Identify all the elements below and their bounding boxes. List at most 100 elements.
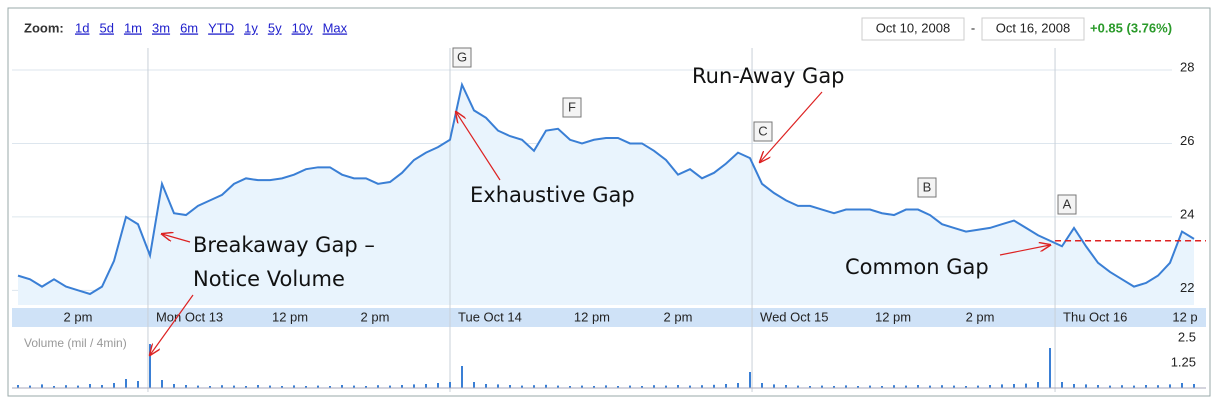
date-box[interactable] — [861, 17, 965, 41]
volume-bar — [305, 386, 307, 388]
event-flag[interactable] — [753, 121, 773, 142]
volume-bar — [773, 384, 775, 388]
volume-bar — [1049, 348, 1051, 388]
volume-bar — [401, 385, 403, 388]
volume-bar — [1073, 384, 1075, 388]
volume-bar — [1193, 384, 1195, 388]
volume-bar — [101, 385, 103, 388]
event-flag-label[interactable]: G — [457, 49, 467, 64]
x-tick-label: 12 pm — [574, 309, 610, 324]
zoom-link[interactable]: 5y — [268, 20, 282, 35]
zoom-link[interactable]: 6m — [180, 20, 198, 35]
event-flag[interactable] — [452, 47, 472, 68]
volume-bar — [149, 344, 151, 388]
volume-bar — [1085, 384, 1087, 388]
zoom-link[interactable]: 1d — [75, 20, 89, 35]
volume-bar — [605, 385, 607, 388]
volume-bar — [977, 385, 979, 388]
plot: 2 pm Mon Oct 13 12 pm 2 pm Tue Oct 14 12 pm 2 … — [12, 47, 1206, 392]
zoom-link[interactable]: Max — [323, 20, 348, 35]
zoom-link[interactable]: 10y — [292, 20, 313, 35]
volume-bar — [641, 386, 643, 388]
volume-bar — [29, 385, 31, 388]
volume-bar — [941, 385, 943, 388]
volume-bar — [989, 385, 991, 388]
volume-bar — [521, 385, 523, 388]
y-tick-label: 26 — [1180, 133, 1194, 148]
volume-bar — [665, 385, 667, 388]
volume-bar — [233, 385, 235, 388]
volume-tick-label: 2.5 — [1178, 329, 1196, 344]
zoom-link[interactable]: 1m — [124, 20, 142, 35]
volume-label: Volume (mil / 4min) — [24, 336, 127, 350]
volume-bar — [77, 385, 79, 388]
x-tick-label: 2 pm — [64, 309, 93, 324]
volume-bar — [617, 386, 619, 388]
volume-bar — [785, 385, 787, 388]
volume-bar — [1133, 385, 1135, 388]
volume-bar — [701, 385, 703, 388]
volume-bar — [677, 385, 679, 388]
price-area — [18, 84, 1194, 305]
volume-bar — [965, 386, 967, 388]
zoom-link[interactable]: 3m — [152, 20, 170, 35]
event-flag-label[interactable]: B — [923, 179, 932, 194]
volume-bar — [845, 385, 847, 388]
volume-bar — [881, 386, 883, 388]
volume-bar — [473, 382, 475, 388]
volume-bar — [185, 385, 187, 388]
annotation: Breakaway Gap – — [193, 233, 375, 257]
event-flag[interactable] — [917, 177, 937, 198]
zoom-link[interactable]: 5d — [99, 20, 113, 35]
volume-bar — [1001, 384, 1003, 388]
arrow — [999, 245, 1050, 256]
volume-bar — [1013, 384, 1015, 388]
volume-bar — [857, 386, 859, 388]
event-flag[interactable] — [562, 97, 582, 118]
volume-bar — [629, 385, 631, 388]
volume-bar — [41, 384, 43, 388]
volume-bar — [929, 385, 931, 388]
volume-bar — [797, 385, 799, 388]
price-line — [17, 81, 1195, 296]
volume-bar — [425, 384, 427, 388]
zoom-link[interactable]: 1y — [244, 20, 258, 35]
volume-bar — [725, 384, 727, 388]
event-flag[interactable] — [1057, 194, 1077, 215]
event-flag-label[interactable]: A — [1063, 196, 1072, 211]
volume-bar — [449, 382, 451, 388]
volume-bar — [329, 386, 331, 388]
date-box[interactable] — [981, 17, 1085, 41]
volume-bar — [461, 366, 463, 388]
y-tick-label: 22 — [1180, 280, 1194, 295]
volume-bar — [365, 386, 367, 388]
annotation: Common Gap — [845, 255, 989, 279]
volume-bar — [281, 386, 283, 388]
frame — [7, 7, 1211, 397]
volume-bar — [173, 384, 175, 388]
volume-bar — [497, 384, 499, 388]
event-flag-label[interactable]: C — [758, 123, 767, 138]
volume-bar — [437, 383, 439, 388]
volume-bar — [1157, 385, 1159, 388]
volume-bar — [293, 385, 295, 388]
x-tick-label: 12 pm — [875, 309, 911, 324]
volume-bar — [653, 385, 655, 388]
volume-bar — [809, 386, 811, 388]
x-tick-label: 12 p — [1172, 309, 1197, 324]
volume-bar — [137, 381, 139, 388]
arrow — [456, 112, 501, 181]
date-to[interactable]: Oct 16, 2008 — [996, 20, 1070, 35]
zoom-link[interactable]: YTD — [208, 20, 234, 35]
volume-bar — [53, 386, 55, 388]
volume-bar — [917, 385, 919, 388]
event-flag-label[interactable]: F — [568, 99, 576, 114]
date-from[interactable]: Oct 10, 2008 — [876, 20, 950, 35]
volume-bar — [545, 384, 547, 388]
volume-bar — [89, 384, 91, 388]
volume-bar — [689, 385, 691, 388]
volume-bar — [509, 385, 511, 388]
volume-bar — [377, 385, 379, 388]
volume-bar — [245, 386, 247, 388]
annotation: Exhaustive Gap — [470, 183, 635, 207]
